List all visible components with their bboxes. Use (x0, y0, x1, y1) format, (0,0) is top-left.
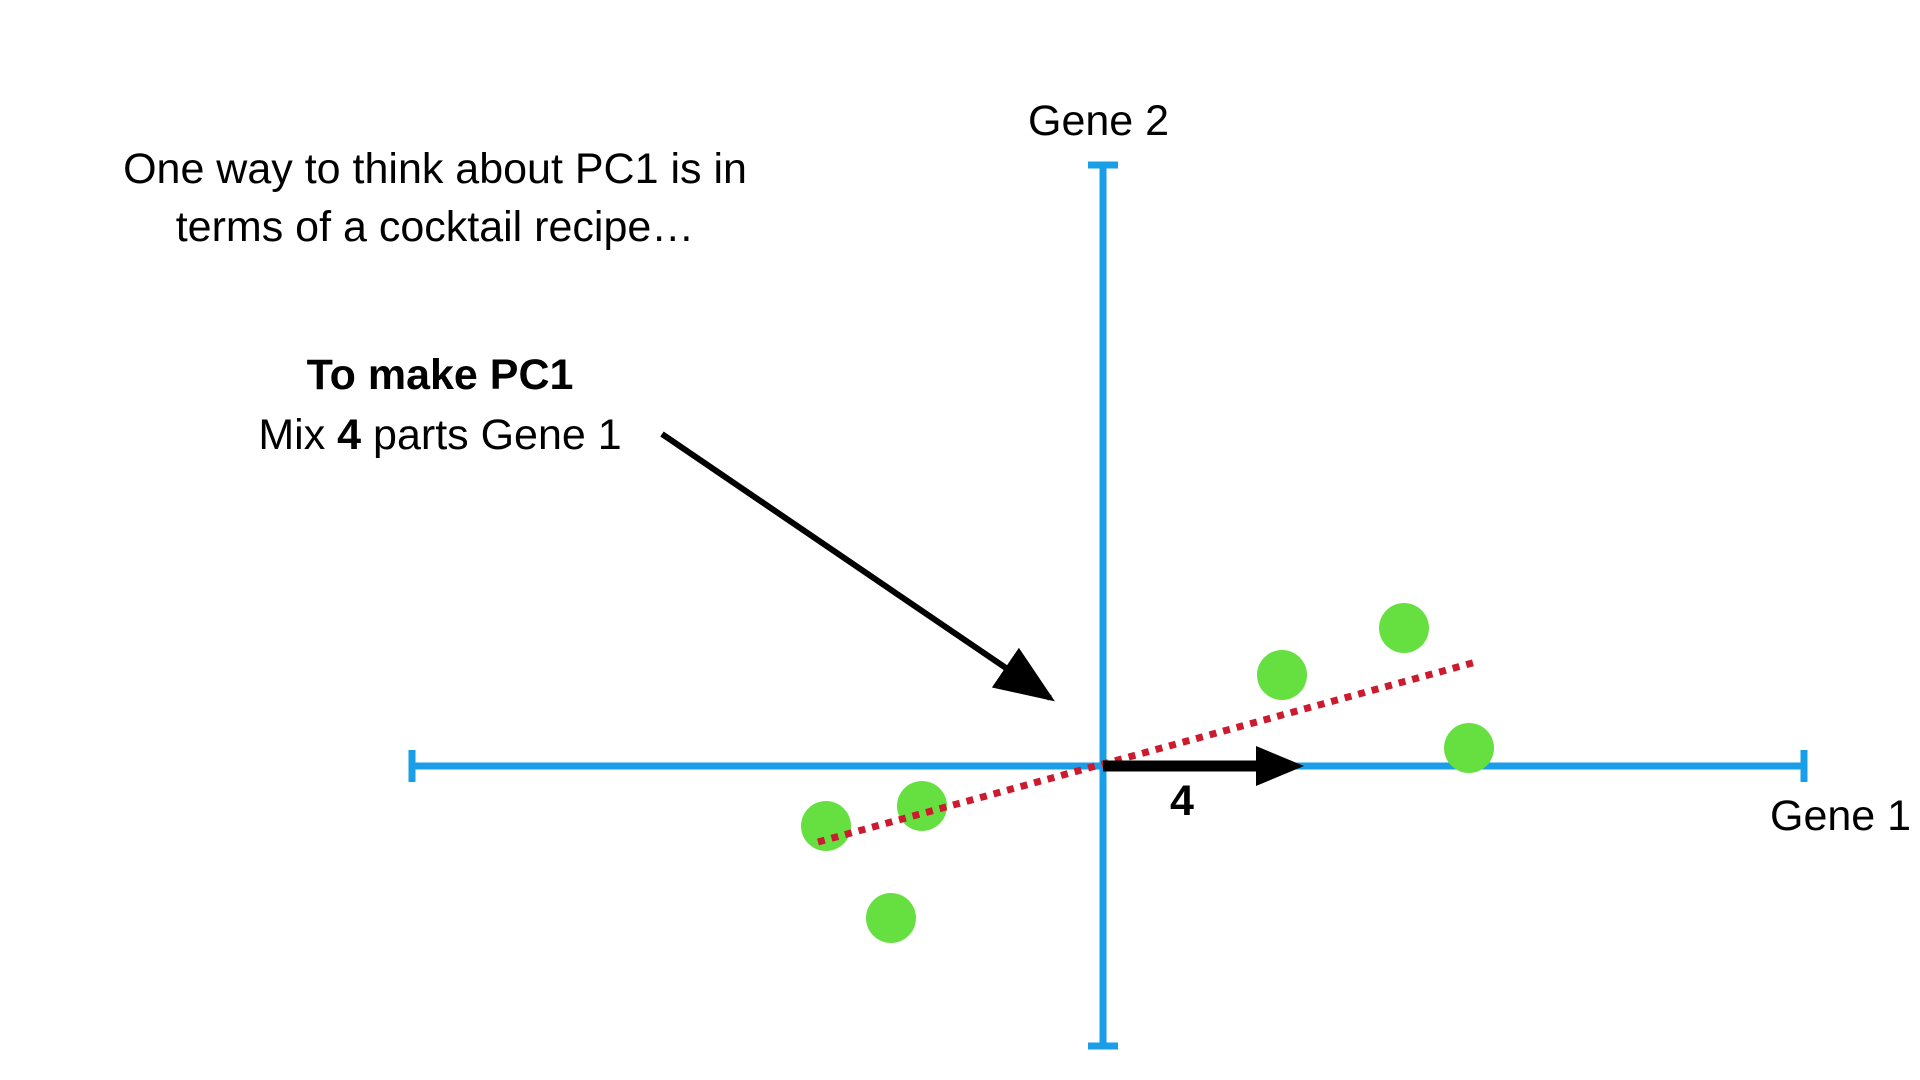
pc1-recipe: To make PC1 Mix 4 parts Gene 1 (200, 345, 680, 465)
caption-line-1: One way to think about PC1 is in (123, 145, 747, 193)
pc1-gene1-vector (1103, 746, 1304, 786)
recipe-prefix: Mix (258, 411, 338, 459)
gene2-axis-label: Gene 2 (1028, 97, 1170, 145)
pc1-fit-line (817, 658, 1477, 846)
recipe-title: To make PC1 (306, 351, 574, 399)
data-point (897, 781, 947, 831)
gene2-axis (1088, 161, 1118, 1050)
data-point (1379, 603, 1429, 653)
gene1-axis-label: Gene 1 (1770, 792, 1912, 840)
vector-value-label: 4 (1170, 777, 1194, 825)
recipe-pointer-arrow (660, 431, 1055, 702)
recipe-suffix: parts Gene 1 (361, 411, 622, 459)
recipe-amount: 4 (337, 411, 362, 459)
data-point (801, 801, 851, 851)
data-point (1444, 723, 1494, 773)
data-point (866, 893, 916, 943)
data-point (1257, 650, 1307, 700)
data-points (801, 603, 1494, 943)
recipe-line: Mix 4 parts Gene 1 (200, 405, 680, 465)
intro-caption: One way to think about PC1 is in terms o… (70, 140, 800, 256)
caption-line-2: terms of a cocktail recipe… (175, 203, 695, 251)
